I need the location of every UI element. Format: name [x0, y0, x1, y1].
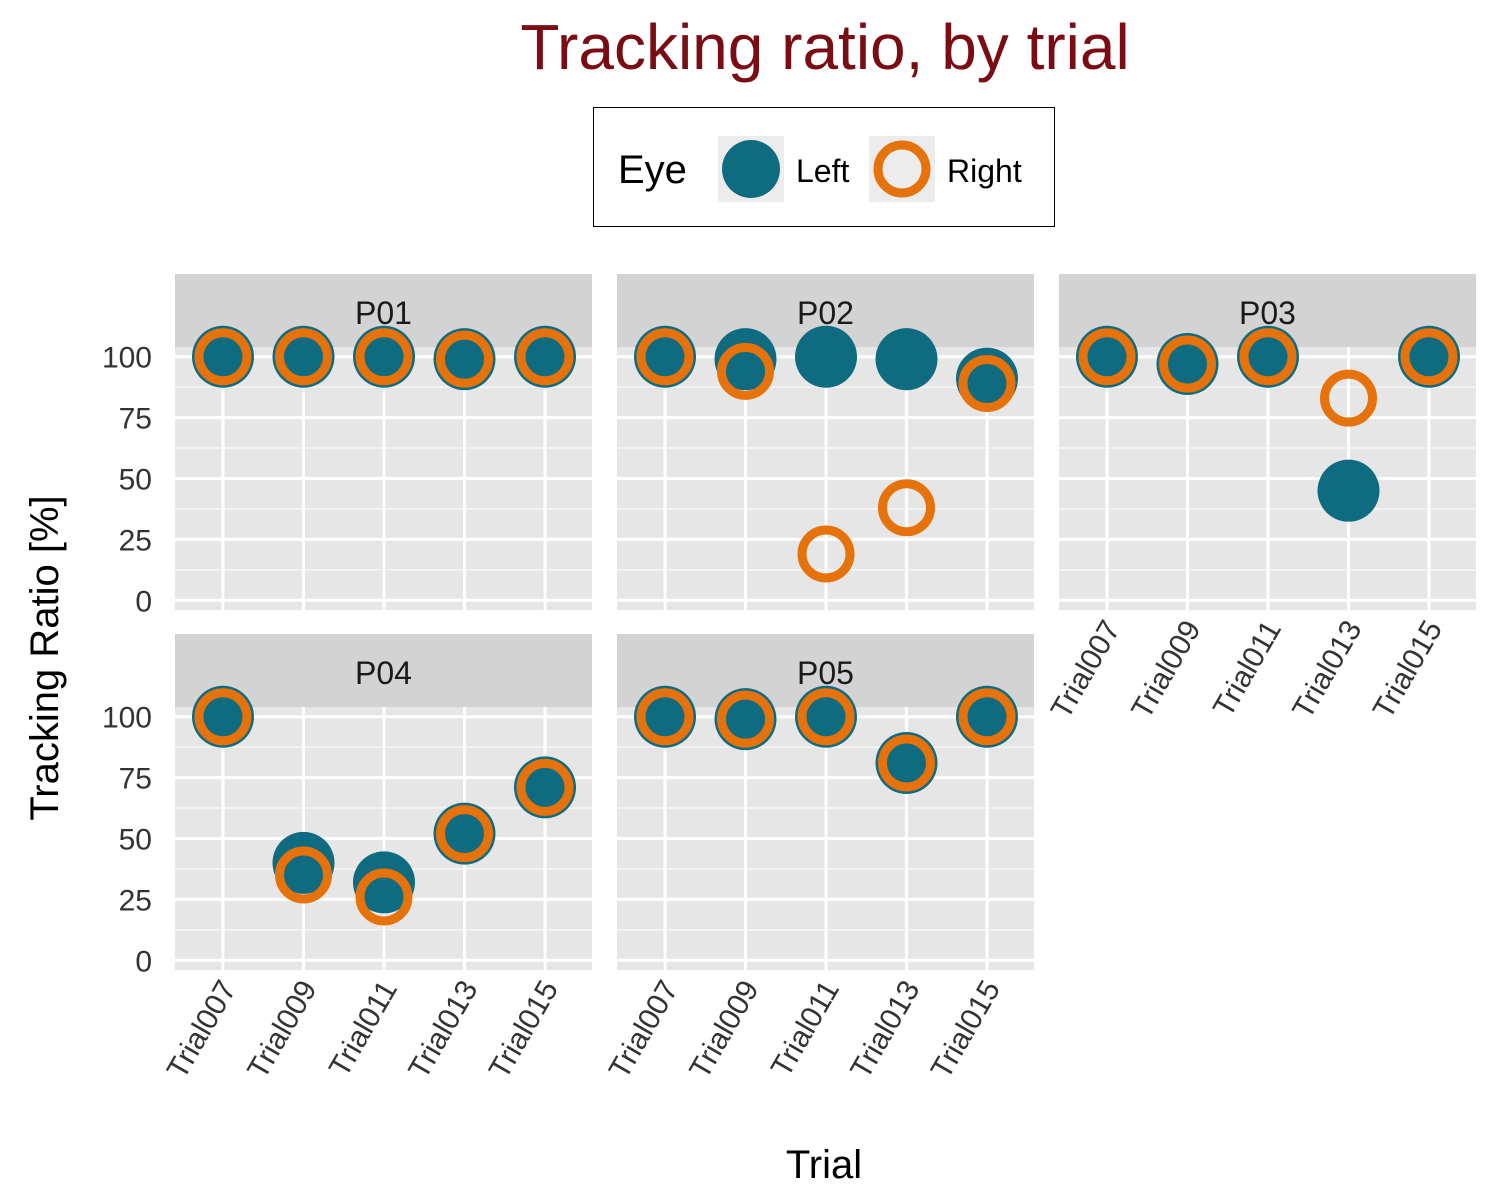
y-tick-label: 50 — [119, 464, 152, 497]
point-right-p04-trial007 — [194, 688, 252, 746]
point-right-p01-trial013 — [436, 330, 493, 388]
x-tick-label: Trial015 — [483, 975, 565, 1084]
y-tick-label: 25 — [119, 884, 152, 917]
x-tick-label: Trial011 — [765, 975, 846, 1082]
y-tick-label: 0 — [135, 945, 152, 978]
point-right-p02-trial007 — [636, 328, 694, 386]
legend: Eye Left Right — [593, 107, 1055, 227]
legend-key-left — [718, 136, 784, 202]
x-tick-label: Trial009 — [1125, 615, 1207, 724]
x-tick-label: Trial013 — [844, 975, 926, 1084]
x-tick-label: Trial013 — [402, 975, 484, 1084]
x-tick-label: Trial015 — [1367, 615, 1449, 724]
point-right-p01-trial015 — [516, 328, 574, 386]
x-tick-label: Trial009 — [241, 975, 323, 1084]
y-tick-label: 100 — [102, 342, 152, 375]
facet-label-p04: P04 — [355, 655, 412, 691]
x-tick-label: Trial011 — [1207, 615, 1288, 722]
facet-label-p01: P01 — [355, 295, 412, 331]
point-right-p04-trial011 — [355, 868, 413, 926]
legend-key-right — [869, 136, 935, 202]
x-tick-label: Trial007 — [603, 975, 685, 1084]
x-tick-label: Trial011 — [323, 975, 404, 1082]
point-right-p01-trial007 — [194, 328, 252, 386]
point-right-p03-trial011 — [1239, 328, 1297, 386]
facet-label-p02: P02 — [797, 295, 854, 331]
point-left-p02-trial013 — [875, 328, 938, 391]
x-tick-label: Trial007 — [1045, 615, 1127, 724]
point-right-p04-trial013 — [436, 805, 493, 863]
point-left-p03-trial013 — [1317, 459, 1380, 522]
point-right-p03-trial015 — [1400, 328, 1458, 386]
legend-label-left: Left — [796, 153, 850, 189]
legend-left-marker — [722, 140, 780, 198]
point-right-p05-trial015 — [958, 688, 1016, 746]
point-right-p02-trial011 — [797, 525, 855, 583]
point-right-p02-trial009 — [717, 342, 774, 400]
legend-title: Eye — [618, 148, 687, 192]
point-right-p05-trial011 — [797, 688, 855, 746]
point-right-p02-trial013 — [878, 479, 935, 537]
point-right-p05-trial009 — [717, 690, 774, 748]
point-right-p05-trial007 — [636, 688, 694, 746]
point-right-p04-trial009 — [275, 846, 332, 904]
point-right-p03-trial009 — [1159, 335, 1216, 393]
y-tick-label: 75 — [119, 763, 152, 796]
facet-label-p05: P05 — [797, 655, 854, 691]
chart-title: Tracking ratio, by trial — [520, 11, 1130, 83]
facet-label-p03: P03 — [1239, 295, 1296, 331]
point-right-p03-trial007 — [1078, 328, 1136, 386]
y-tick-label: 50 — [119, 824, 152, 857]
y-tick-label: 25 — [119, 524, 152, 557]
x-tick-label: Trial007 — [161, 975, 243, 1084]
point-right-p01-trial011 — [355, 328, 413, 386]
x-axis-title: Trial — [786, 1143, 862, 1187]
point-right-p05-trial013 — [878, 734, 935, 792]
point-right-p04-trial015 — [516, 758, 574, 816]
point-right-p02-trial015 — [958, 355, 1016, 413]
y-tick-label: 75 — [119, 403, 152, 436]
legend-label-right: Right — [947, 153, 1022, 189]
point-left-p02-trial009 — [714, 328, 777, 391]
point-right-p01-trial009 — [275, 328, 332, 386]
y-tick-label: 0 — [135, 585, 152, 618]
y-axis-title: Tracking Ratio [%] — [23, 495, 67, 820]
x-tick-label: Trial009 — [683, 975, 765, 1084]
x-tick-label: Trial013 — [1286, 615, 1368, 724]
y-tick-label: 100 — [102, 702, 152, 735]
point-left-p02-trial011 — [795, 325, 857, 388]
legend-right-marker — [873, 140, 931, 198]
point-left-p04-trial011 — [353, 851, 415, 914]
point-right-p03-trial013 — [1320, 369, 1377, 427]
point-left-p04-trial009 — [272, 831, 335, 894]
x-tick-label: Trial015 — [925, 975, 1007, 1084]
